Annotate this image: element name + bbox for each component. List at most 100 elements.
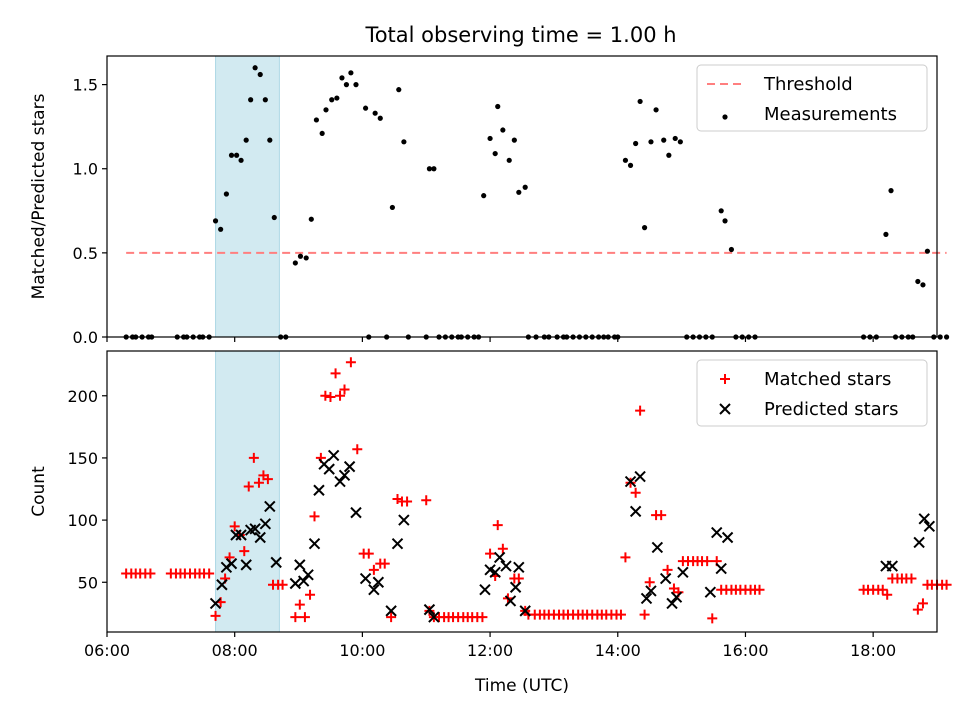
predicted-point <box>645 585 657 597</box>
legend-label: Threshold <box>763 74 853 95</box>
plot-frame <box>106 55 938 338</box>
data-point <box>924 248 931 254</box>
matched-point <box>339 384 350 395</box>
data-point <box>661 137 667 143</box>
y-tick-label: 0.0 <box>73 328 98 347</box>
matched-point <box>485 548 496 559</box>
x-tick-label: 16:00 <box>722 641 768 660</box>
count-panel: 50 100 150 200 06:00 08:00 10:00 12:00 14:00 16:0… <box>29 350 952 696</box>
matched-point <box>912 604 923 615</box>
data-point <box>728 246 735 253</box>
matched-point <box>345 357 356 368</box>
data-point <box>672 135 678 142</box>
data-point <box>353 82 359 88</box>
predicted-point <box>711 526 723 539</box>
data-point <box>303 255 309 261</box>
plot-frame <box>106 350 938 633</box>
x-tick-label: 10:00 <box>339 641 385 660</box>
data-point <box>648 139 654 145</box>
matched-point <box>656 510 667 521</box>
matched-point <box>145 568 156 579</box>
data-point <box>522 184 528 190</box>
predicted-point <box>715 562 727 575</box>
data-point <box>396 87 402 93</box>
matched-point <box>299 612 310 623</box>
data-point <box>292 260 298 266</box>
data-point <box>257 71 263 78</box>
predicted-point <box>313 484 325 496</box>
predicted-point <box>391 538 404 550</box>
predicted-point <box>651 541 664 554</box>
predicted-point <box>264 500 276 513</box>
data-point <box>297 253 304 259</box>
x-axis-label: Time (UTC) <box>474 676 569 696</box>
predicted-point <box>513 561 525 574</box>
matched-point <box>248 452 259 463</box>
y-axis-label: Count <box>29 466 49 517</box>
data-point <box>500 127 506 133</box>
predicted-point <box>327 449 340 462</box>
data-point <box>248 97 254 103</box>
predicted-point <box>677 566 689 579</box>
data-point <box>481 193 487 199</box>
matched-point <box>702 556 713 567</box>
matched-point <box>325 392 336 403</box>
data-point <box>223 191 229 197</box>
y-tick-label: 1.5 <box>73 76 98 95</box>
data-point <box>633 140 639 147</box>
predicted-point <box>216 579 228 591</box>
data-point <box>329 97 335 103</box>
data-point <box>334 95 340 101</box>
data-point <box>920 282 926 288</box>
matched-point <box>239 546 250 557</box>
predicted-point <box>230 529 242 541</box>
data-point <box>943 334 950 340</box>
data-point <box>937 334 943 340</box>
predicted-point <box>249 523 261 535</box>
matched-point <box>210 610 221 621</box>
predicted-point <box>923 520 936 533</box>
predicted-point <box>509 581 522 593</box>
x-tick-label: 18:00 <box>850 641 896 660</box>
data-point <box>238 157 244 163</box>
matched-point <box>877 584 888 595</box>
legend: Matched stars Predicted stars <box>696 359 928 427</box>
predicted-point <box>704 586 717 598</box>
predicted-point <box>385 605 397 617</box>
data-point <box>516 189 522 195</box>
legend-dot-swatch <box>722 114 728 120</box>
matched-point <box>386 612 397 623</box>
matched-point <box>262 474 273 485</box>
predicted-point <box>289 577 302 590</box>
matched-point <box>204 568 215 579</box>
data-point <box>313 117 320 123</box>
predicted-point <box>209 597 222 610</box>
y-tick-label: 1.0 <box>73 160 98 179</box>
data-point <box>426 166 433 172</box>
data-point <box>389 204 395 211</box>
matched-point <box>229 521 240 532</box>
matched-point <box>707 613 718 624</box>
data-point <box>627 162 634 168</box>
matched-point <box>662 564 673 575</box>
predicted-point <box>294 559 306 571</box>
data-point <box>637 98 643 105</box>
data-point <box>348 70 354 76</box>
data-point <box>377 115 383 121</box>
matched-point <box>639 609 650 620</box>
y-axis-label: Matched/Predicted stars <box>29 93 49 299</box>
data-point <box>267 137 273 143</box>
predicted-point <box>428 611 440 623</box>
data-point <box>228 152 235 158</box>
predicted-point <box>240 559 252 571</box>
matched-point <box>243 481 254 492</box>
matched-point <box>497 543 508 554</box>
chart-title: Total observing time = 1.00 h <box>364 23 676 47</box>
data-point <box>722 218 728 224</box>
matched-point <box>620 552 631 563</box>
predicted-point <box>913 536 925 549</box>
predicted-point <box>659 572 672 585</box>
matched-point <box>644 577 655 588</box>
predicted-point <box>519 605 531 617</box>
